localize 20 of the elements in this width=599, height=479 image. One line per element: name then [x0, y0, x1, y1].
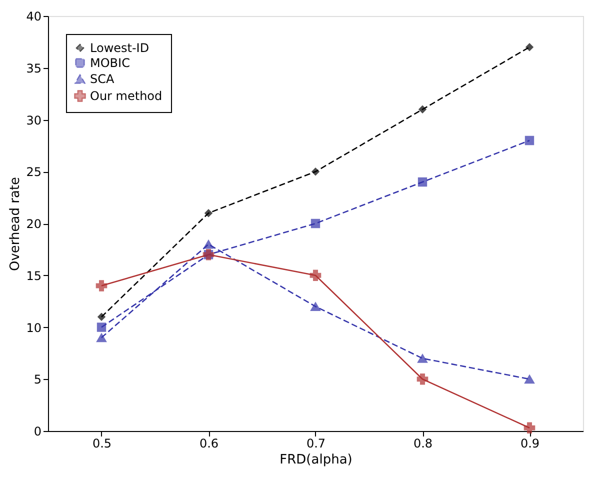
x-axis-title: FRD(alpha) [280, 452, 352, 468]
y-tick-label: 30 [26, 113, 42, 128]
y-tick-label: 10 [26, 320, 42, 335]
legend-label: Our method [90, 89, 162, 103]
y-tick-label: 15 [26, 268, 42, 283]
y-tick-label: 25 [26, 165, 42, 180]
y-tick-label: 0 [34, 424, 42, 438]
legend-label: MOBIC [90, 56, 130, 70]
x-tick-label: 0.9 [520, 436, 540, 450]
x-tick-label: 0.8 [413, 436, 433, 450]
legend-label: Lowest-ID [90, 41, 150, 55]
x-tick-label: 0.7 [306, 436, 326, 450]
x-tick-label: 0.6 [199, 436, 219, 450]
y-axis-title: Overhead rate [8, 176, 24, 272]
y-tick-label: 35 [26, 61, 42, 76]
x-tick-label: 0.5 [92, 436, 112, 450]
y-tick-label: 20 [26, 217, 42, 231]
y-tick-label: 5 [34, 372, 42, 387]
legend-label: SCA [90, 72, 115, 86]
y-tick-label: 40 [26, 10, 42, 24]
